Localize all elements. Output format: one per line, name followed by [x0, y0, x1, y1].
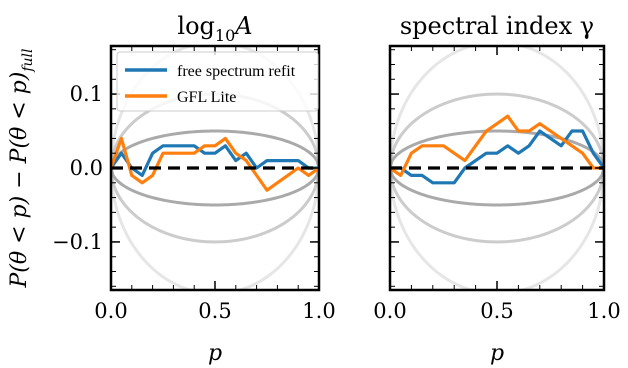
x-tick-label: 0.0	[94, 299, 127, 323]
y-axis-label: P(θ < p) − P(θ < p)full	[7, 48, 36, 288]
credible-band-upper	[390, 129, 604, 169]
credible-band-lower	[111, 167, 319, 290]
y-tick-label: 0.0	[70, 156, 103, 180]
credible-band-lower	[111, 167, 319, 244]
legend-frame	[116, 51, 319, 112]
panel-title-spectral-index: spectral index γ	[400, 12, 594, 40]
panel-log10A: 0.0 0.5 1.0 −0.1 0.0 0.1 p	[52, 44, 336, 366]
y-tick-label: 0.1	[70, 82, 103, 106]
x-tick-label: 0.0	[373, 299, 406, 323]
legend-label-gfl-lite: GFL Lite	[177, 89, 236, 106]
credible-band-upper	[390, 92, 604, 169]
legend-label-free-spectrum-refit: free spectrum refit	[177, 63, 296, 80]
credible-band-upper	[111, 129, 319, 169]
credible-band-lower	[390, 167, 604, 244]
x-tick-label: 0.5	[198, 299, 231, 323]
legend: free spectrum refit GFL Lite	[116, 51, 319, 112]
panel-title-log10A: log10A	[177, 12, 252, 45]
series-line-free-spectrum-refit	[390, 129, 604, 185]
panel-spectral-index: 0.0 0.5 1.0 p	[373, 44, 621, 366]
x-axis-label: p	[490, 341, 504, 366]
y-tick-label: −0.1	[52, 230, 103, 254]
series-line-free-spectrum-refit	[111, 144, 319, 177]
x-axis-label: p	[208, 341, 222, 366]
credible-band-upper	[390, 46, 604, 169]
series-line-gfl-lite	[390, 114, 604, 177]
credible-band-lower	[390, 167, 604, 207]
x-tick-label: 1.0	[587, 299, 620, 323]
x-tick-label: 0.5	[480, 299, 513, 323]
credible-band-lower	[111, 167, 319, 207]
credible-band-lower	[390, 167, 604, 290]
series-line-gfl-lite	[111, 136, 319, 192]
plot-area	[390, 46, 604, 290]
x-tick-label: 1.0	[302, 299, 335, 323]
